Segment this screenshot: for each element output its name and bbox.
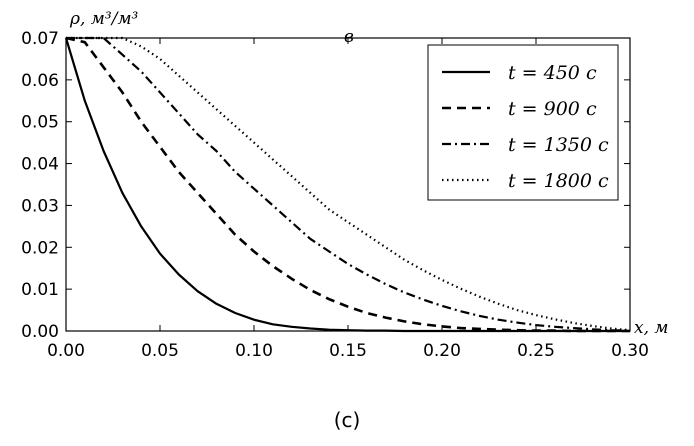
legend-box (427, 44, 619, 201)
x-tick-label: 0.05 (141, 341, 179, 361)
axes: 0.00 0.05 0.10 0.15 0.20 0.25 0.30 0.00 0.01 0.02… (21, 9, 668, 361)
y-tick-label: 0.00 (21, 322, 59, 342)
figure-caption: (c) (333, 408, 361, 432)
legend-label-3: t = 1350 с (508, 134, 609, 156)
x-tick-label: 0.20 (423, 341, 461, 361)
y-tick-label: 0.02 (21, 238, 59, 258)
y-tick-label: 0.07 (21, 29, 59, 49)
y-tick-label: 0.05 (21, 113, 59, 133)
x-tick-label: 0.10 (235, 341, 273, 361)
legend-label-2: t = 900 с (508, 98, 597, 120)
x-axis-label: x, м (634, 318, 669, 338)
panel-label: в (344, 27, 354, 47)
y-tick-label: 0.03 (21, 196, 59, 216)
y-tick-label: 0.04 (21, 155, 59, 175)
series-group (64, 36, 631, 333)
x-tick-label: 0.15 (329, 341, 367, 361)
legend-label-4: t = 1800 с (508, 170, 609, 192)
series-line-2 (65, 36, 630, 333)
legend: t = 450 с t = 900 с t = 1350 с t = 1800 с (427, 44, 619, 201)
x-tick-label: 0.00 (47, 341, 85, 361)
x-tick-label: 0.30 (611, 341, 649, 361)
y-tick-label: 0.06 (21, 71, 59, 91)
x-tick-label: 0.25 (517, 341, 555, 361)
y-tick-label: 0.01 (21, 280, 59, 300)
legend-label-1: t = 450 с (508, 62, 597, 84)
y-axis-label: ρ, м³/м³ (69, 9, 139, 29)
series-line-3 (66, 36, 631, 332)
